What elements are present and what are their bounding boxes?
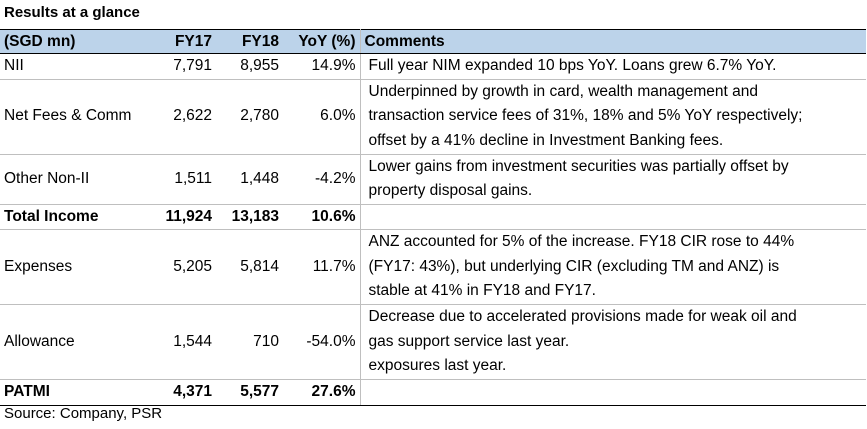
row-fy18: 8,955: [216, 53, 283, 80]
row-fy17: 1,544: [151, 304, 216, 380]
comment-line: Decrease due to accelerated provisions m…: [368, 308, 797, 326]
page-title: Results at a glance: [4, 4, 140, 21]
row-comment: [360, 379, 866, 406]
row-yoy: -4.2%: [283, 154, 361, 205]
comment-line: gas support service last year.: [368, 332, 570, 350]
comment-line: transaction service fees of 31%, 18% and…: [368, 107, 803, 125]
comment-line: Lower gains from investment securities w…: [368, 157, 789, 175]
row-label: NII: [0, 53, 151, 80]
table-row: NII 7,791 8,955 14.9% Full year NIM expa…: [0, 53, 866, 80]
row-yoy: 11.7%: [283, 229, 361, 305]
comment-line: stable at 41% in FY18 and FY17.: [368, 282, 596, 300]
row-fy18: 5,814: [216, 229, 283, 305]
table-row: Other Non-II 1,511 1,448 -4.2% Lower gai…: [0, 154, 866, 205]
comment-line: (FY17: 43%), but underlying CIR (excludi…: [368, 257, 780, 275]
row-fy17: 4,371: [151, 379, 216, 406]
header-comments: Comments: [360, 29, 866, 54]
row-comment: ANZ accounted for 5% of the increase. FY…: [360, 229, 866, 305]
row-comment: Underpinned by growth in card, wealth ma…: [360, 79, 866, 155]
row-fy18: 710: [216, 304, 283, 380]
header-fy18: FY18: [216, 29, 283, 54]
table-row: Expenses 5,205 5,814 11.7% ANZ accounted…: [0, 229, 866, 305]
row-label: Net Fees & Comm: [0, 79, 151, 155]
table-row: Net Fees & Comm 2,622 2,780 6.0% Underpi…: [0, 79, 866, 155]
header-yoy: YoY (%): [283, 29, 361, 54]
row-fy18: 1,448: [216, 154, 283, 205]
header-row: (SGD mn) FY17 FY18 YoY (%) Comments: [0, 29, 866, 54]
row-yoy: 27.6%: [283, 379, 361, 406]
row-fy18: 5,577: [216, 379, 283, 406]
comment-line: Full year NIM expanded 10 bps YoY. Loans…: [368, 57, 777, 74]
row-yoy: -54.0%: [283, 304, 361, 380]
row-fy17: 5,205: [151, 229, 216, 305]
row-label: Allowance: [0, 304, 151, 380]
table-row-total: PATMI 4,371 5,577 27.6%: [0, 379, 866, 406]
comment-line: exposures last year.: [368, 357, 507, 375]
results-table: (SGD mn) FY17 FY18 YoY (%) Comments NII …: [0, 29, 866, 406]
row-fy18: 13,183: [216, 204, 283, 230]
header-fy17: FY17: [151, 29, 216, 54]
row-fy17: 2,622: [151, 79, 216, 155]
row-yoy: 14.9%: [283, 53, 361, 80]
header-label: (SGD mn): [0, 29, 151, 54]
comment-line: offset by a 41% decline in Investment Ba…: [368, 131, 724, 149]
row-fy17: 1,511: [151, 154, 216, 205]
row-comment: [360, 204, 866, 230]
row-comment: Lower gains from investment securities w…: [360, 154, 866, 205]
row-label: Total Income: [0, 204, 151, 230]
row-comment: Full year NIM expanded 10 bps YoY. Loans…: [360, 53, 866, 80]
row-fy17: 11,924: [151, 204, 216, 230]
comment-line: Underpinned by growth in card, wealth ma…: [368, 82, 758, 100]
row-label: Expenses: [0, 229, 151, 305]
row-label: Other Non-II: [0, 154, 151, 205]
source-note: Source: Company, PSR: [4, 405, 163, 422]
row-yoy: 10.6%: [283, 204, 361, 230]
comment-line: ANZ accounted for 5% of the increase. FY…: [368, 233, 795, 251]
row-comment: Decrease due to accelerated provisions m…: [360, 304, 866, 380]
comment-line: property disposal gains.: [368, 182, 533, 199]
row-fy17: 7,791: [151, 53, 216, 80]
row-label: PATMI: [0, 379, 151, 406]
row-fy18: 2,780: [216, 79, 283, 155]
table-row-total: Total Income 11,924 13,183 10.6%: [0, 204, 866, 230]
row-yoy: 6.0%: [283, 79, 361, 155]
table-row: Allowance 1,544 710 -54.0% Decrease due …: [0, 304, 866, 380]
